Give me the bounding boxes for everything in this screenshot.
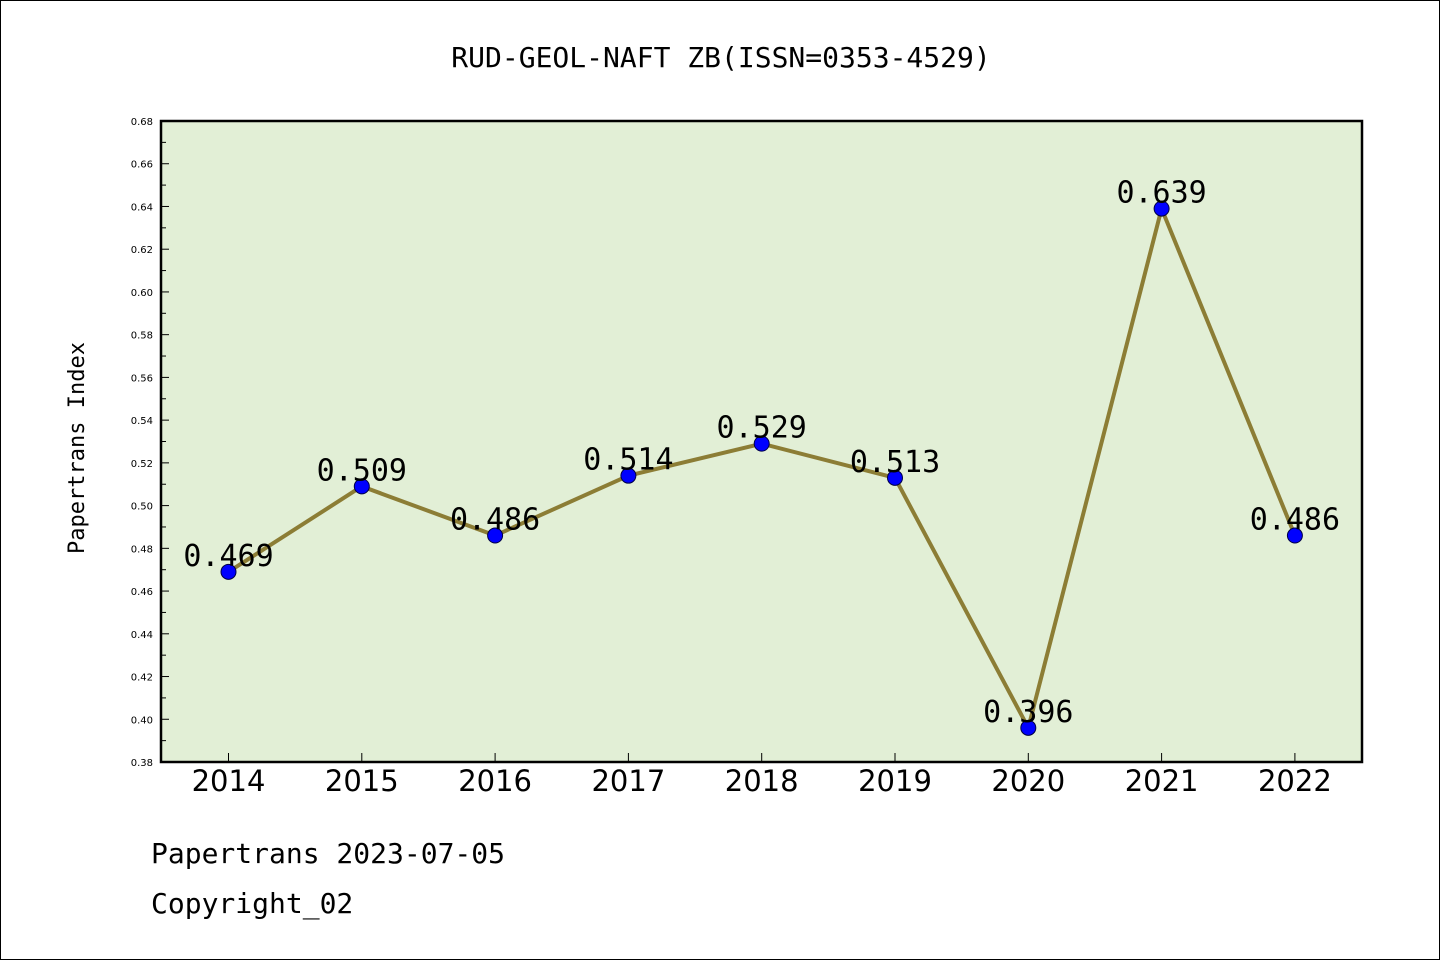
data-label: 0.486 (450, 503, 540, 538)
y-tick-label: 0.66 (131, 160, 153, 171)
data-point-marker (1153, 200, 1170, 217)
data-label: 0.639 (1116, 176, 1206, 211)
y-tick-label: 0.42 (131, 673, 153, 684)
data-point-marker (620, 467, 637, 484)
plot-border (159, 119, 1364, 764)
data-point-marker (220, 563, 237, 580)
y-tick-label: 0.58 (131, 331, 153, 342)
data-label: 0.529 (717, 411, 807, 446)
footer-copyright: Copyright_02 (151, 887, 354, 920)
data-point-marker (887, 469, 903, 486)
x-tick-label: 2022 (1258, 764, 1332, 798)
series-line-layer (220, 200, 1303, 736)
y-axis-label: Papertrans Index (65, 342, 90, 554)
data-point-marker (353, 478, 370, 495)
x-tick-label: 2018 (725, 764, 799, 798)
x-tick-label: 2014 (192, 764, 266, 798)
footer-date: Papertrans 2023-07-05 (151, 837, 506, 870)
x-tick-label: 2015 (325, 764, 399, 798)
x-tick-label: 2021 (1125, 764, 1199, 798)
y-tick-label: 0.46 (131, 587, 153, 598)
y-tick-label: 0.54 (131, 416, 153, 427)
y-tick-label: 0.60 (131, 288, 153, 299)
data-label: 0.486 (1250, 503, 1340, 538)
x-tick-label: 2016 (458, 764, 532, 798)
data-point-marker (1020, 719, 1037, 736)
data-label-layer: 0.469 0.509 0.486 0.514 0.529 0.513 0.396 0.639… (183, 176, 1340, 730)
data-label: 0.509 (317, 453, 407, 488)
y-tick-label: 0.38 (131, 758, 153, 769)
data-label: 0.396 (983, 695, 1073, 730)
x-tick-label: 2017 (591, 764, 665, 798)
data-point-marker (1286, 527, 1303, 544)
x-tick-label: 2020 (991, 764, 1065, 798)
y-tick-label: 0.44 (131, 630, 153, 641)
y-tick-label: 0.62 (131, 245, 153, 256)
data-label: 0.514 (583, 443, 673, 478)
data-label: 0.513 (850, 445, 940, 480)
data-point-marker (753, 435, 770, 452)
y-tick-label: 0.56 (131, 373, 153, 384)
y-tick-label: 0.50 (131, 502, 153, 513)
x-tick-label: 2019 (858, 764, 932, 798)
data-point-marker (487, 527, 504, 544)
y-tick-label: 0.52 (131, 459, 153, 470)
chart-title: RUD-GEOL-NAFT ZB(ISSN=0353-4529) (451, 41, 990, 74)
y-tick-label: 0.40 (131, 715, 153, 726)
y-tick-label: 0.68 (131, 117, 153, 128)
y-axis: 0.38 0.40 0.42 0.44 0.46 0.48 0.50 0.52 0.54 0.56… (131, 117, 169, 769)
x-axis: 2014 2015 2016 2017 2018 2019 2020 2021 2022 (192, 753, 1332, 798)
data-label: 0.469 (183, 539, 273, 574)
y-tick-label: 0.64 (131, 202, 153, 213)
y-tick-label: 0.48 (131, 544, 153, 555)
